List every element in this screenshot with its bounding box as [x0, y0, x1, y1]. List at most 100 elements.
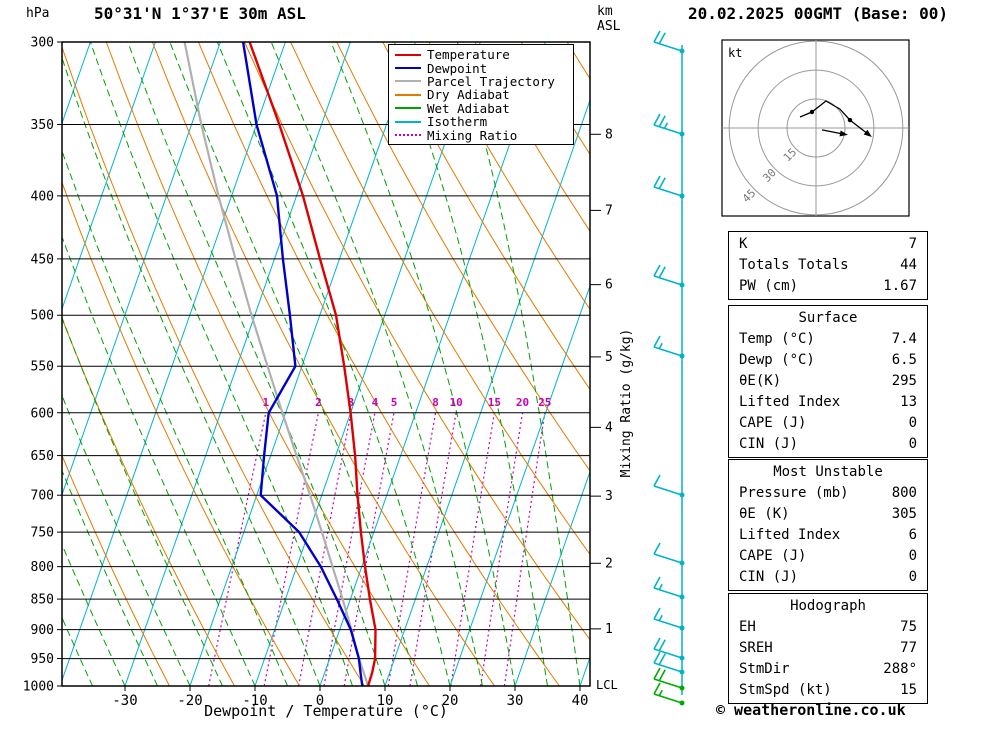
km-asl-axis-title: km ASL	[597, 4, 620, 34]
table-title: Most Unstable	[773, 464, 883, 480]
svg-text:10: 10	[377, 693, 394, 709]
legend-label: Dry Adiabat	[427, 87, 510, 103]
stat-row: StmDir 288°	[729, 659, 927, 680]
svg-text:3: 3	[605, 489, 613, 504]
svg-text:8: 8	[432, 396, 439, 409]
legend-swatch	[395, 67, 421, 70]
axis-labels: 3003504004505005506006507007508008509009…	[23, 36, 634, 721]
svg-text:650: 650	[31, 449, 54, 464]
stat-row: CAPE (J) 0	[729, 413, 927, 434]
svg-text:1: 1	[262, 396, 269, 409]
stats-table-hodograph: Hodograph EH 75 SREH 77 StmDir 288° StmSpd (kt)…	[728, 593, 928, 704]
table-title: Surface	[798, 310, 858, 326]
legend-label: Isotherm	[427, 114, 488, 130]
stat-label: CIN (J)	[739, 436, 799, 452]
svg-text:850: 850	[31, 593, 54, 608]
wind-barb	[653, 30, 685, 54]
stat-label: Lifted Index	[739, 394, 841, 410]
svg-text:700: 700	[31, 489, 54, 504]
stat-value: 0	[908, 436, 917, 452]
svg-text:1: 1	[605, 622, 613, 637]
svg-text:-30: -30	[112, 693, 137, 709]
stat-label: StmDir	[739, 661, 790, 677]
stat-value: 0	[908, 548, 917, 564]
wind-barb	[653, 474, 685, 498]
svg-text:40: 40	[572, 693, 589, 709]
parcel-trajectory-curve	[183, 42, 370, 686]
stat-label: EH	[739, 619, 756, 635]
stat-value: 13	[900, 394, 917, 410]
svg-text:300: 300	[31, 36, 54, 51]
table-title: Hodograph	[790, 598, 866, 614]
wind-barb	[653, 113, 685, 137]
legend-item: Wet Adiabat	[393, 102, 573, 115]
legend-swatch	[395, 120, 421, 123]
km-label: km	[597, 4, 613, 19]
svg-text:6: 6	[605, 278, 613, 293]
svg-text:1000: 1000	[23, 680, 54, 695]
stat-value: 800	[891, 485, 917, 501]
stats-table-most-unstable: Most Unstable Pressure (mb) 800 θE (K) 305 Li…	[728, 459, 928, 591]
stat-row: Totals Totals 44	[729, 255, 927, 276]
svg-text:LCL: LCL	[596, 678, 618, 692]
svg-text:0: 0	[316, 693, 324, 709]
legend-item: Dewpoint	[393, 60, 573, 76]
legend: Temperature Dewpoint Parcel Trajectory Dry …	[388, 44, 574, 145]
svg-text:5: 5	[605, 350, 613, 365]
svg-text:-20: -20	[177, 693, 202, 709]
legend-item: Dry Adiabat	[393, 88, 573, 101]
stat-row: EH 75	[729, 617, 927, 638]
stat-row: CIN (J) 0	[729, 434, 927, 455]
stats-table-surface: Surface Temp (°C) 7.4 Dewp (°C) 6.5 θE(K) 295 L…	[728, 305, 928, 458]
legend-swatch	[395, 53, 421, 56]
stat-label: Totals Totals	[739, 257, 849, 273]
legend-item: Parcel Trajectory	[393, 75, 573, 88]
svg-text:15: 15	[488, 396, 501, 409]
svg-text:Mixing Ratio (g/kg): Mixing Ratio (g/kg)	[619, 329, 634, 478]
svg-text:800: 800	[31, 560, 54, 575]
legend-item: Mixing Ratio	[393, 127, 573, 143]
stat-value: 305	[891, 506, 917, 522]
legend-label: Mixing Ratio	[427, 127, 518, 143]
stat-row: Lifted Index 6	[729, 525, 927, 546]
stat-row: Lifted Index 13	[729, 392, 927, 413]
stat-value: 6	[908, 527, 917, 543]
stat-value: 7	[908, 236, 917, 252]
stat-label: StmSpd (kt)	[739, 682, 832, 698]
svg-text:30: 30	[507, 693, 524, 709]
temperature-curve	[248, 42, 377, 686]
svg-text:10: 10	[449, 396, 462, 409]
legend-label: Dewpoint	[427, 60, 488, 76]
stat-label: Dewp (°C)	[739, 352, 815, 368]
stat-row: CAPE (J) 0	[729, 546, 927, 567]
wind-barb	[653, 542, 685, 566]
stat-value: 295	[891, 373, 917, 389]
svg-text:kt: kt	[728, 46, 742, 60]
stat-label: SREH	[739, 640, 773, 656]
run-date-title: 20.02.2025 00GMT (Base: 00)	[687, 4, 949, 23]
stat-label: θE(K)	[739, 373, 782, 389]
svg-text:550: 550	[31, 360, 54, 375]
stat-value: 15	[900, 682, 917, 698]
svg-text:900: 900	[31, 623, 54, 638]
wind-barb	[653, 607, 685, 631]
chart-border	[61, 41, 591, 687]
svg-text:750: 750	[31, 526, 54, 541]
wind-barb-column	[653, 30, 685, 706]
svg-text:450: 450	[31, 252, 54, 267]
svg-text:2: 2	[315, 396, 322, 409]
legend-item: Isotherm	[393, 115, 573, 128]
svg-text:350: 350	[31, 118, 54, 133]
stat-row: θE(K) 295	[729, 371, 927, 392]
stat-label: PW (cm)	[739, 278, 799, 294]
legend-item: Temperature	[393, 48, 573, 61]
svg-text:3: 3	[348, 396, 355, 409]
svg-text:20: 20	[516, 396, 529, 409]
wind-barb	[653, 637, 685, 661]
stat-label: K	[739, 236, 748, 252]
svg-text:400: 400	[31, 189, 54, 204]
mixing-ratio-lines	[208, 412, 546, 686]
